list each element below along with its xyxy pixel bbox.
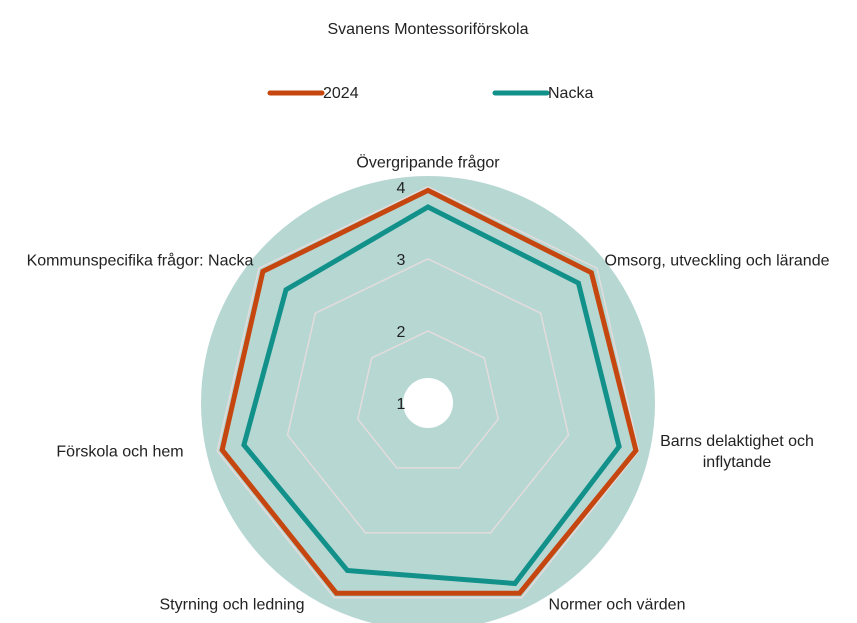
grid-ring [356,330,500,469]
category-label: Förskola och hem [56,443,184,461]
category-label: Normer och värden [548,596,686,614]
category-label: Kommunspecifika frågor: Nacka [26,252,254,270]
category-label: Omsorg, utveckling och lärande [604,252,830,270]
y-tick-label: 4 [397,180,406,197]
legend-label: Nacka [548,85,593,102]
grid-ring [216,185,640,599]
y-tick-label: 2 [397,324,406,341]
category-label: Barns delaktighet och inflytande [660,433,814,471]
series-line [219,187,639,596]
legend-label: 2024 [323,85,359,102]
y-tick-label: 1 [397,396,406,413]
y-tick-label: 3 [397,252,406,269]
category-label: Styrning och ledning [159,596,305,614]
center-hole [403,378,453,428]
category-label: Övergripande frågor [356,154,500,172]
series-line [241,204,622,587]
chart-title: Svanens Montessoriförskola [328,21,529,38]
grid-ring [286,258,570,534]
